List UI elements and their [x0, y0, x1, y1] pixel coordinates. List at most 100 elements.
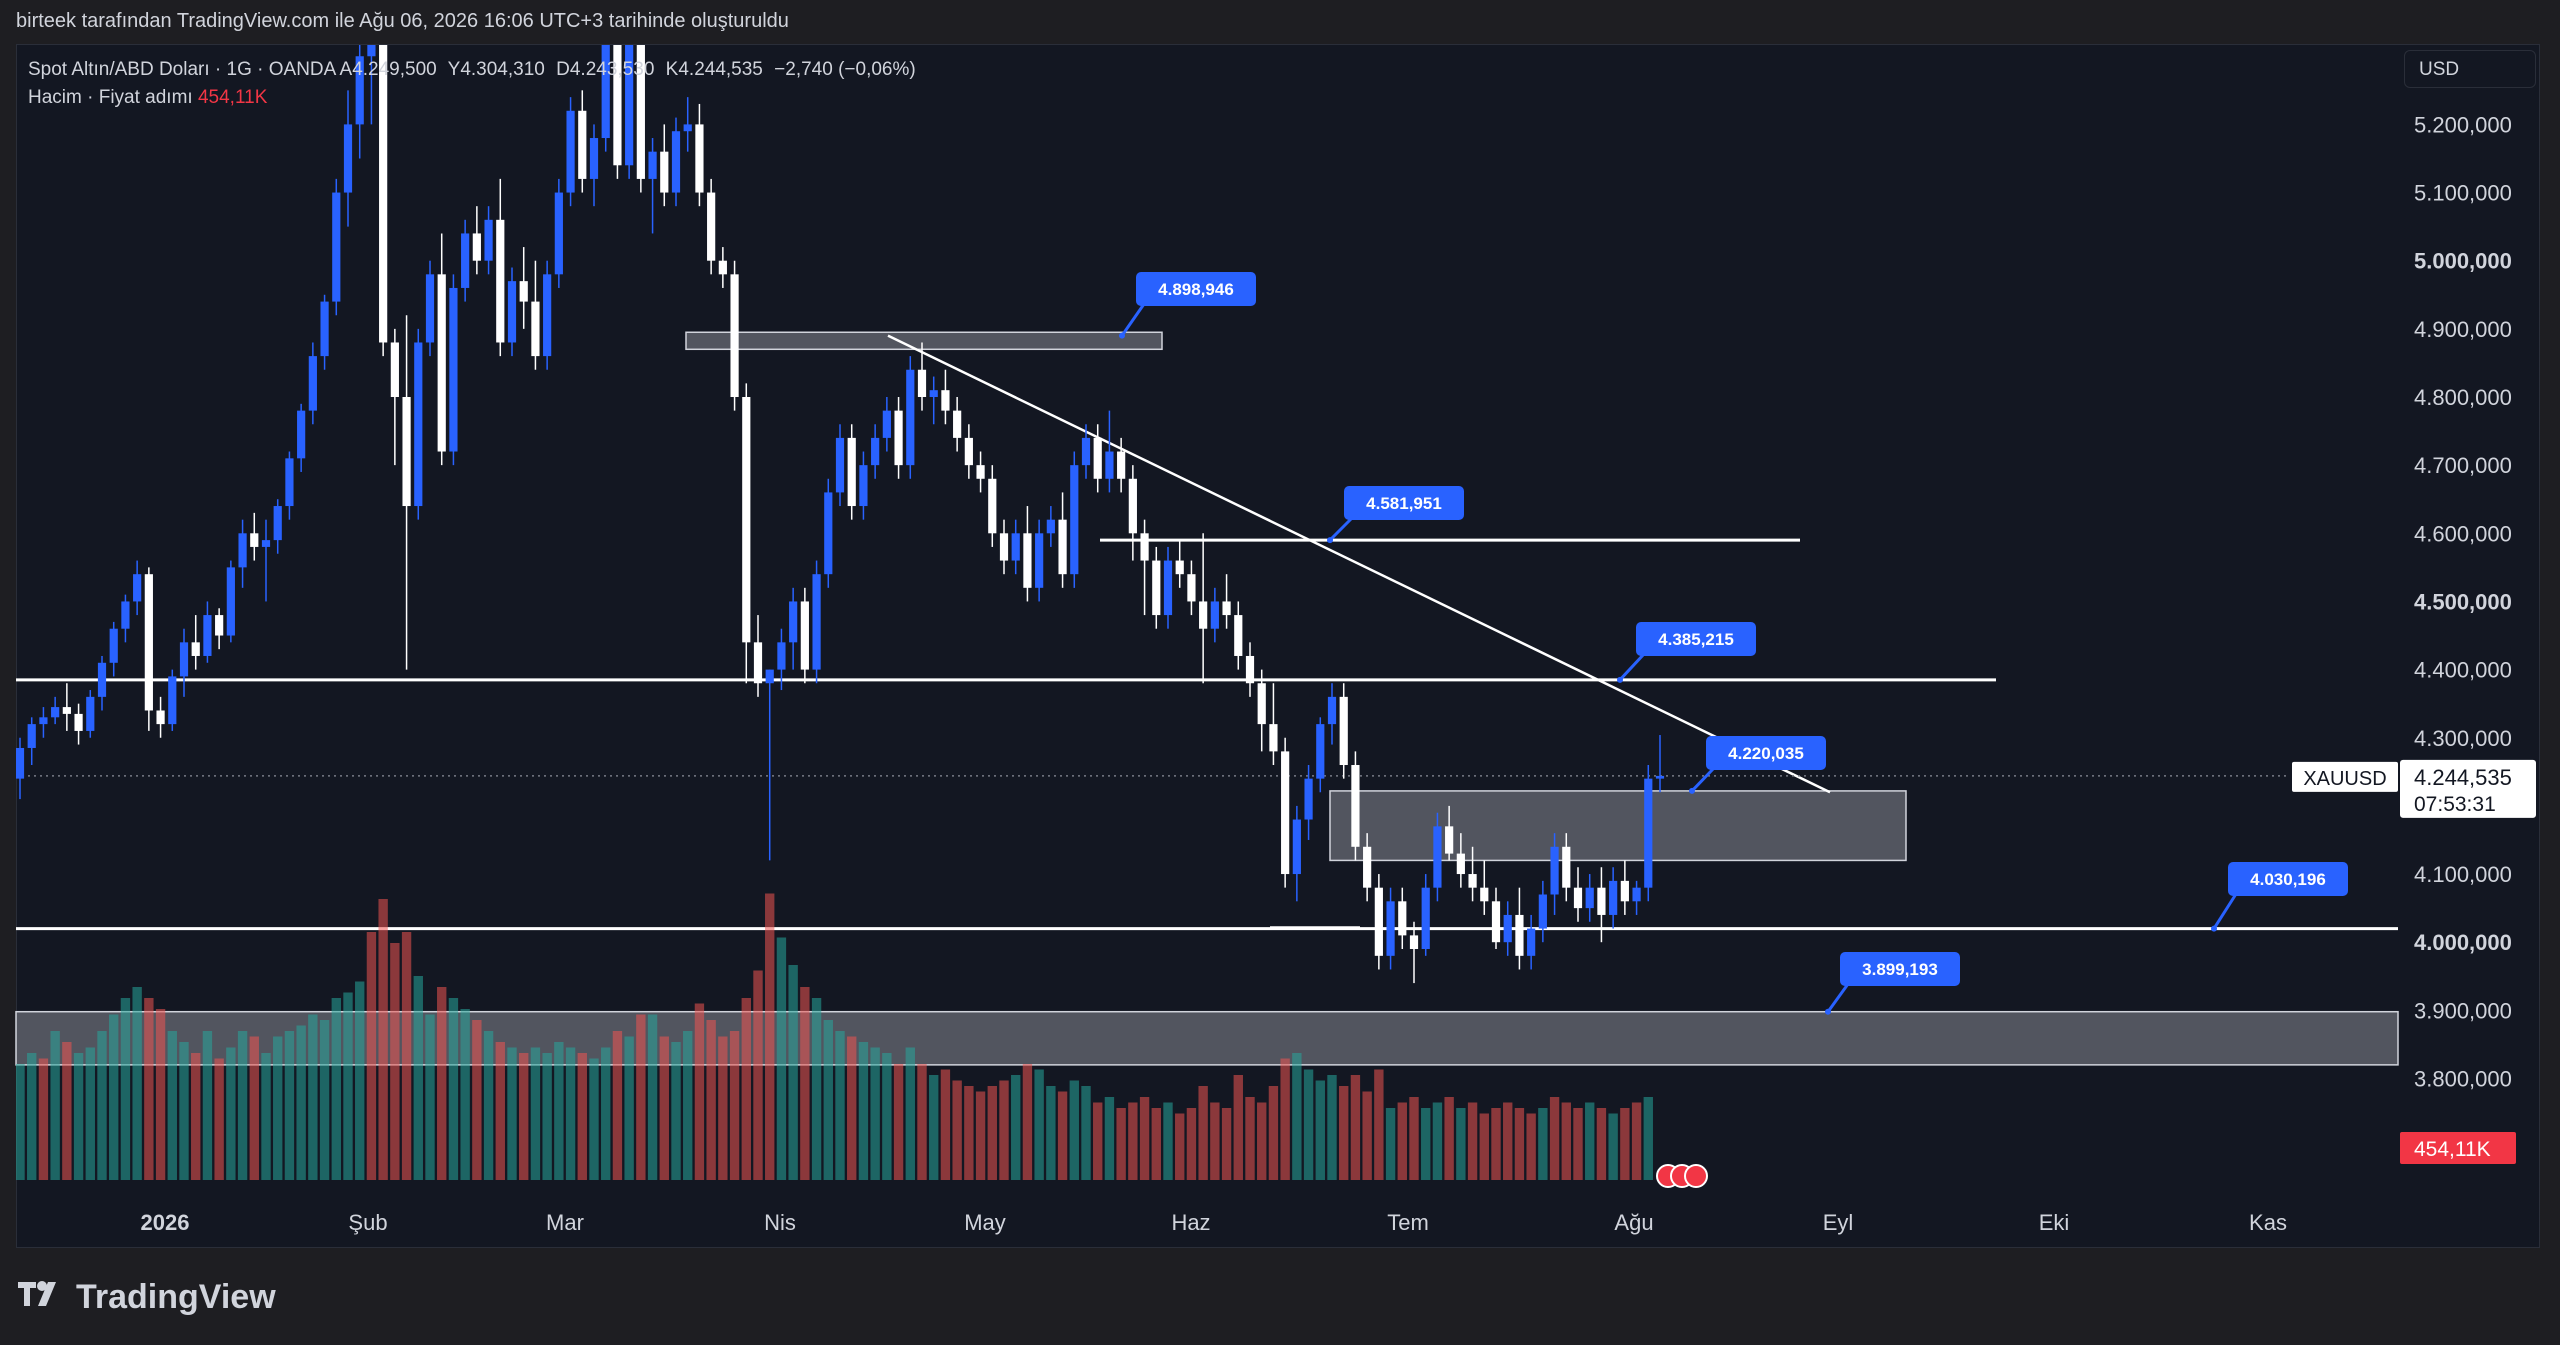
candle-body: [730, 274, 739, 397]
chart-panel[interactable]: [16, 44, 2540, 1248]
candle-body: [1316, 724, 1325, 779]
zone-rect: [1329, 790, 1907, 862]
candle-body: [1070, 465, 1079, 575]
candle-body: [917, 369, 927, 397]
candle-body: [449, 287, 458, 452]
volume-bar: [73, 1053, 84, 1180]
volume-bar: [390, 943, 400, 1180]
candle-body: [753, 642, 763, 684]
volume-bar: [1631, 1102, 1642, 1180]
volume-bar: [120, 998, 131, 1180]
volume-bar: [683, 1031, 693, 1180]
candle-body: [1117, 451, 1126, 479]
candle-body: [238, 533, 247, 568]
volume-bar: [472, 1020, 482, 1180]
candle-body: [1644, 778, 1653, 888]
volume-bar: [1093, 1102, 1103, 1180]
callout-anchor: [1119, 332, 1125, 339]
candle-body: [835, 437, 845, 493]
candle-body: [156, 710, 165, 725]
candle-body: [250, 533, 259, 547]
volume-bar: [1280, 1058, 1290, 1180]
zone-rect: [15, 1010, 2399, 1066]
volume-bar: [319, 1020, 330, 1180]
currency-button[interactable]: USD: [2404, 50, 2536, 88]
candle-body: [168, 676, 177, 725]
candle-body: [414, 342, 423, 507]
volume-bar: [1397, 1102, 1407, 1180]
volume-bar: [1456, 1108, 1466, 1180]
volume-bar: [776, 937, 787, 1180]
y-axis-tick-label: 4.900,000: [2414, 317, 2512, 342]
volume-bar: [882, 1053, 892, 1180]
volume-bar: [765, 893, 775, 1180]
candle-body: [707, 192, 716, 261]
volume-bar: [835, 1031, 845, 1180]
volume-indicator-label[interactable]: Hacim · Fiyat adımı: [28, 87, 193, 108]
volume-bar: [811, 998, 822, 1180]
volume-bar: [1491, 1108, 1501, 1180]
trendline: [887, 334, 1831, 794]
volume-bar: [401, 932, 412, 1180]
candle-body: [601, 45, 610, 139]
candle-body: [215, 615, 224, 636]
volume-bar: [741, 998, 751, 1180]
volume-bar: [870, 1047, 880, 1180]
y-axis-tick-label: 4.500,000: [2414, 589, 2512, 614]
candle-body: [16, 747, 25, 779]
y-axis-tick-label: 3.800,000: [2414, 1067, 2512, 1092]
candle-body: [1503, 914, 1512, 943]
volume-bar: [97, 1031, 107, 1180]
volume-bar: [132, 987, 142, 1180]
volume-bar: [565, 1047, 576, 1180]
volume-bar: [273, 1036, 283, 1180]
candle-body: [1585, 887, 1594, 909]
volume-bar: [226, 1047, 236, 1180]
candle-body: [742, 397, 751, 643]
candle-body: [1655, 775, 1665, 779]
callout-pointer: [1690, 766, 1716, 792]
volume-bar: [1163, 1102, 1173, 1180]
close-value: K4.244,535: [665, 59, 763, 80]
candle-body: [226, 567, 235, 636]
candle-body: [1257, 683, 1266, 725]
candle-body: [1491, 901, 1501, 943]
chart-attribution: birteek tarafından TradingView.com ile A…: [16, 10, 789, 32]
volume-bar: [284, 1031, 295, 1180]
symbol-label[interactable]: Spot Altın/ABD Doları · 1G · OANDA: [28, 59, 336, 80]
candle-body: [367, 45, 376, 57]
volume-bar: [1022, 1064, 1033, 1180]
volume-bar: [38, 1058, 49, 1180]
volume-bar: [1479, 1113, 1489, 1180]
candle-body: [1128, 478, 1137, 534]
volume-bar: [1268, 1086, 1279, 1180]
candle-body: [859, 465, 868, 507]
candle-body: [976, 465, 985, 479]
candle-body: [1480, 887, 1489, 902]
y-axis-tick-label: 4.800,000: [2414, 385, 2512, 410]
candle-body: [578, 110, 587, 179]
candle-body: [1105, 451, 1114, 479]
volume-bar: [530, 1047, 541, 1180]
change-value: −2,740 (−0,06%): [774, 59, 916, 80]
chart-legend: Spot Altın/ABD Doları · 1G · OANDA A4.24…: [28, 56, 916, 112]
candle-body: [1468, 874, 1477, 888]
volume-bar: [331, 998, 341, 1180]
x-axis-tick-label: Eyl: [1823, 1210, 1854, 1235]
tradingview-logo[interactable]: TradingView: [18, 1278, 276, 1317]
volume-bar: [718, 1036, 728, 1180]
volume-bar: [1514, 1108, 1525, 1180]
candle-body: [1011, 533, 1020, 561]
volume-bar: [1046, 1086, 1056, 1180]
volume-bar: [1643, 1097, 1653, 1180]
candle-body: [1527, 928, 1536, 956]
candle-body: [109, 628, 118, 663]
economic-event-flag-icon: [1684, 1164, 1708, 1188]
candle-body: [1081, 437, 1091, 466]
candle-body: [906, 369, 915, 466]
volume-bar: [940, 1069, 951, 1180]
candle-body: [1281, 751, 1290, 875]
volume-bar: [1069, 1080, 1079, 1180]
candle-body: [871, 437, 880, 466]
